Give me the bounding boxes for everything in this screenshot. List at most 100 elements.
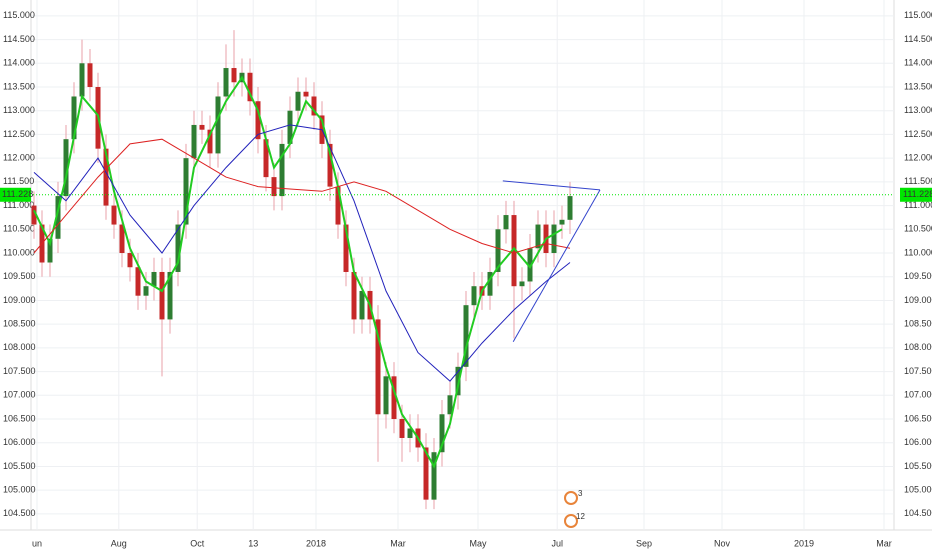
candle-body — [199, 124, 205, 130]
candle-body — [471, 286, 477, 306]
candle-body — [279, 143, 285, 197]
candle-body — [407, 428, 413, 438]
y-tick-label-left: 111.000 — [3, 200, 34, 210]
trendline — [502, 180, 601, 191]
candle-body — [215, 96, 221, 154]
candle-body — [343, 224, 349, 272]
x-tick-label: 2019 — [794, 538, 814, 548]
candle-body — [31, 205, 37, 225]
candle-body — [223, 68, 229, 97]
y-tick-label-left: 110.500 — [3, 224, 35, 234]
candle-body — [111, 205, 117, 225]
last-price-box — [0, 187, 31, 202]
moving-average — [33, 124, 571, 382]
candle-body — [71, 96, 77, 140]
candle-body — [383, 376, 389, 415]
y-tick-label-right: 114.000 — [904, 58, 932, 68]
x-tick-label: Jul — [551, 538, 563, 548]
candle-body — [303, 91, 309, 97]
candle-body — [375, 319, 381, 415]
candle-body — [287, 110, 293, 144]
y-tick-label-right: 107.000 — [904, 390, 932, 400]
moving-average — [33, 75, 563, 469]
y-tick-label-right: 109.500 — [904, 271, 932, 281]
candle-body — [79, 63, 85, 97]
y-tick-label-left: 104.500 — [3, 508, 36, 518]
candle-body — [143, 286, 149, 296]
y-tick-label-right: 105.000 — [904, 485, 932, 495]
candle-body — [191, 124, 197, 159]
candle-body — [87, 63, 93, 88]
x-tick-label: Oct — [190, 538, 205, 548]
candle-body — [247, 72, 253, 102]
last-price-label: 111.228 — [2, 189, 33, 199]
y-tick-label-left: 110.000 — [3, 247, 35, 257]
y-tick-label-right: 112.500 — [904, 129, 932, 139]
candle-body — [431, 452, 437, 500]
candle-body — [391, 376, 397, 420]
x-tick-label: Sep — [636, 538, 652, 548]
event-count: 12 — [576, 512, 585, 521]
y-tick-label-left: 105.500 — [3, 461, 36, 471]
candle-body — [503, 215, 509, 230]
x-tick-label: 2018 — [306, 538, 326, 548]
y-tick-label-right: 115.000 — [904, 10, 932, 20]
candle-body — [119, 224, 125, 254]
y-tick-label-right: 107.500 — [904, 366, 932, 376]
y-tick-label-left: 107.000 — [3, 390, 36, 400]
candle-body — [559, 219, 565, 225]
y-tick-label-left: 106.000 — [3, 437, 36, 447]
candle-body — [519, 281, 525, 287]
candle-body — [103, 148, 109, 206]
candle-body — [263, 139, 269, 178]
x-tick-label: Aug — [111, 538, 127, 548]
y-tick-label-right: 110.000 — [904, 247, 932, 257]
y-tick-label-left: 109.000 — [3, 295, 36, 305]
trendline — [512, 189, 601, 342]
candle-body — [463, 305, 469, 367]
candle-body — [439, 414, 445, 453]
moving-average — [33, 138, 571, 254]
candle-body — [135, 267, 141, 296]
event-count: 3 — [578, 489, 583, 498]
y-tick-label-left: 114.000 — [3, 58, 35, 68]
y-tick-label-right: 104.500 — [904, 508, 932, 518]
candle-body — [231, 68, 237, 83]
x-tick-label: Nov — [714, 538, 731, 548]
candle-body — [399, 419, 405, 438]
y-tick-label-left: 112.000 — [3, 153, 35, 163]
x-tick-label: un — [32, 538, 42, 548]
y-tick-label-left: 108.000 — [3, 342, 36, 352]
event-icon[interactable] — [564, 491, 578, 505]
candle-body — [359, 290, 365, 320]
candle-body — [487, 271, 493, 296]
y-tick-label-right: 112.000 — [904, 153, 932, 163]
y-tick-label-left: 115.000 — [3, 10, 35, 20]
y-tick-label-right: 111.000 — [904, 200, 932, 210]
candle-body — [447, 395, 453, 415]
y-tick-label-left: 108.500 — [3, 319, 36, 329]
y-tick-label-right: 108.500 — [904, 319, 932, 329]
last-price-label: 111.228 — [903, 189, 932, 199]
candle-body — [351, 271, 357, 320]
event-icon[interactable] — [564, 514, 578, 528]
candle-body — [55, 196, 61, 239]
candle-body — [271, 177, 277, 197]
y-tick-label-right: 105.500 — [904, 461, 932, 471]
candle-body — [535, 224, 541, 249]
candle-body — [423, 447, 429, 500]
y-tick-label-right: 111.500 — [904, 176, 932, 186]
event-icons[interactable]: 3 12 — [564, 489, 585, 528]
y-tick-label-left: 111.500 — [3, 176, 34, 186]
candle-body — [183, 158, 189, 225]
candle-body — [255, 101, 261, 140]
candle-body — [551, 224, 557, 254]
candle-body — [167, 271, 173, 320]
x-tick-label: 13 — [248, 538, 258, 548]
y-tick-label-right: 113.000 — [904, 105, 932, 115]
candle-body — [567, 196, 573, 220]
candle-body — [151, 271, 157, 287]
x-tick-label: Mar — [876, 538, 892, 548]
